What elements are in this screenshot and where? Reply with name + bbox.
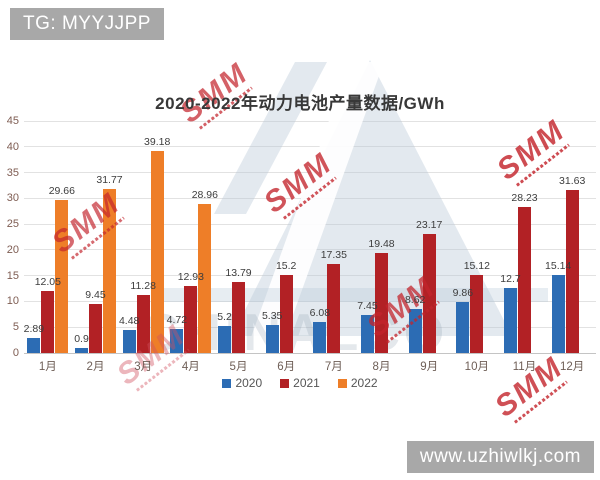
bar-2020-9月 [408, 308, 422, 353]
bar-2022-3月 [150, 151, 164, 353]
bar-value-label: 31.77 [96, 174, 123, 187]
bar-value-label: 23.17 [416, 218, 443, 231]
bar-value-label: 6.08 [309, 306, 331, 319]
bar-value-label: 11.28 [130, 279, 156, 292]
y-tick-label: 45 [6, 115, 19, 127]
y-tick-label: 0 [12, 347, 19, 359]
bar-value-label: 15.2 [275, 259, 297, 272]
bar-2020-7月 [313, 321, 327, 353]
bar-value-label: 2.89 [23, 323, 45, 336]
bar-2020-5月 [218, 326, 231, 353]
x-tick-label: 11月 [512, 361, 537, 373]
y-tick-label: 35 [6, 166, 19, 179]
bar-value-label: 13.79 [225, 266, 252, 279]
bar-value-label: 17.35 [320, 248, 347, 261]
bar-value-label: 5.2 [217, 311, 232, 324]
bar-2022-4月 [198, 203, 212, 353]
bar-2021-3月 [136, 294, 150, 353]
x-tick-label: 1月 [38, 361, 57, 373]
legend-swatch [280, 378, 290, 388]
bar-2021-4月 [184, 286, 198, 353]
grid-line [24, 352, 596, 354]
bar-value-label: 8.62 [404, 293, 426, 306]
bar-2020-10月 [456, 302, 470, 353]
x-tick-label: 4月 [181, 361, 200, 373]
x-tick-label: 8月 [372, 361, 391, 373]
y-tick-label: 30 [6, 192, 19, 205]
bar-value-label: 0.9 [74, 333, 89, 346]
bar-value-label: 12.7 [500, 272, 521, 285]
bar-2021-12月 [565, 189, 579, 353]
bar-value-label: 4.48 [118, 314, 140, 327]
legend-item-2021: 2021 [280, 376, 320, 390]
bar-2020-11月 [504, 287, 517, 353]
legend-label: 2021 [293, 376, 320, 390]
y-tick-label: 10 [6, 295, 19, 308]
bar-2021-10月 [470, 275, 484, 353]
x-tick-label: 7月 [324, 361, 343, 373]
bar-value-label: 31.63 [559, 174, 586, 187]
grid-line [24, 120, 596, 122]
x-tick-label: 2月 [86, 361, 105, 373]
legend-item-2020: 2020 [222, 376, 262, 390]
bar-2020-12月 [551, 274, 565, 353]
x-tick-label: 12月 [560, 361, 585, 373]
bar-2020-8月 [361, 314, 374, 353]
legend-label: 2020 [235, 376, 263, 390]
y-tick-label: 15 [6, 269, 19, 282]
bar-2020-1月 [27, 338, 41, 353]
bar-value-label: 29.66 [48, 185, 75, 198]
x-tick-label: 5月 [229, 361, 248, 373]
x-tick-label: 10月 [464, 361, 489, 373]
bar-value-label: 15.12 [463, 260, 490, 273]
legend-swatch [222, 378, 232, 388]
legend-item-2022: 2022 [337, 376, 378, 390]
bar-value-label: 28.23 [511, 192, 538, 205]
bar-2022-2月 [103, 189, 116, 353]
bar-2022-1月 [55, 200, 69, 353]
bar-2021-1月 [41, 290, 55, 353]
tg-channel-badge: TG: MYYJJPP [10, 8, 164, 40]
bar-value-label: 28.96 [191, 188, 218, 201]
bar-value-label: 9.86 [452, 287, 474, 300]
bar-2020-4月 [170, 328, 184, 353]
x-tick-label: 3月 [134, 361, 153, 373]
y-tick-label: 40 [6, 140, 19, 153]
bar-value-label: 9.45 [85, 289, 106, 302]
bar-value-label: 19.48 [368, 237, 395, 250]
bar-value-label: 4.72 [166, 313, 188, 326]
bar-2020-2月 [75, 348, 88, 353]
bar-2020-3月 [122, 329, 136, 353]
bar-value-label: 7.45 [357, 299, 378, 312]
chart-legend: 2020 2021 2022 [0, 376, 600, 390]
grid-line [24, 146, 596, 148]
bar-2020-6月 [265, 325, 279, 353]
bar-2021-11月 [518, 207, 531, 353]
bar-value-label: 39.18 [144, 136, 171, 148]
bar-2021-5月 [232, 281, 245, 353]
x-tick-label: 6月 [277, 361, 296, 373]
legend-swatch [337, 378, 347, 388]
grid-line [24, 172, 596, 174]
bar-value-label: 12.93 [177, 271, 204, 284]
y-tick-label: 5 [12, 321, 19, 334]
chart-title: 2020-2022年动力电池产量数据/GWh [155, 94, 445, 113]
legend-label: 2022 [350, 376, 378, 390]
y-tick-label: 25 [6, 218, 19, 231]
x-tick-label: 9月 [420, 361, 439, 373]
bar-value-label: 5.35 [261, 310, 283, 323]
y-tick-label: 20 [6, 243, 19, 256]
website-badge: www.uzhiwlkj.com [406, 441, 594, 473]
bar-value-label: 15.14 [545, 259, 572, 272]
bar-2021-2月 [89, 304, 102, 353]
bar-value-label: 12.05 [34, 275, 61, 288]
